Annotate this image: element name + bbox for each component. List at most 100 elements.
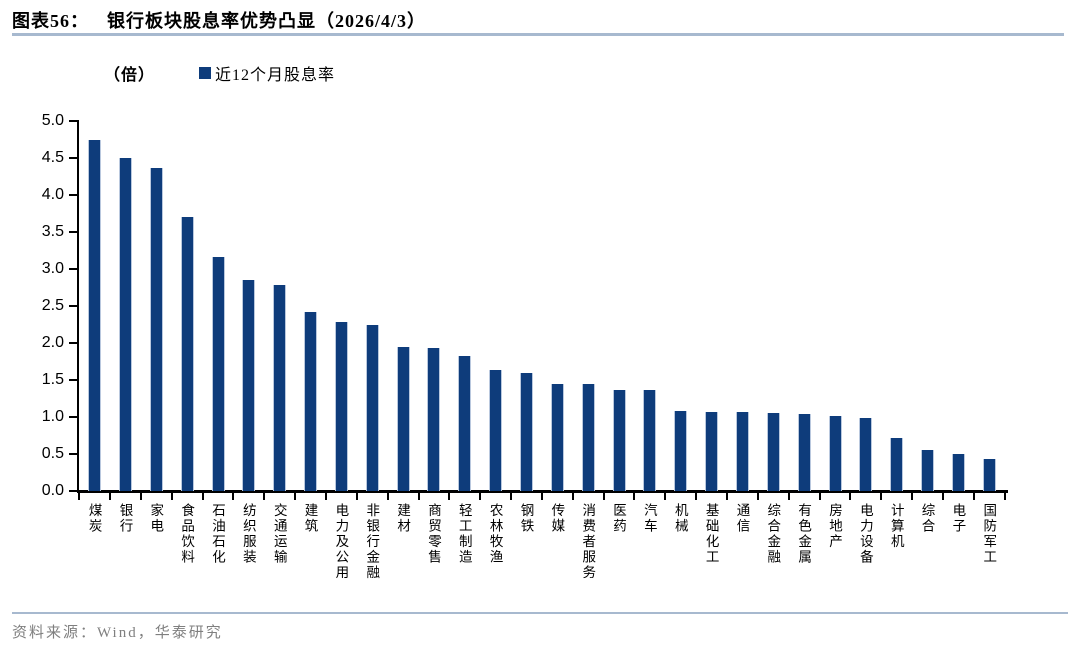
title-divider [12, 33, 1064, 36]
x-axis-tick [756, 493, 759, 500]
bar [797, 414, 811, 491]
y-axis-tick-label: 0.0 [41, 482, 64, 499]
x-axis-category-label: 消费者服务 [580, 503, 596, 581]
x-axis-category-label: 建材 [395, 503, 411, 534]
bar [118, 158, 132, 491]
x-axis-tick [880, 493, 883, 500]
x-axis-tick [787, 493, 790, 500]
bar [180, 217, 194, 491]
legend: 近12个月股息率 [199, 61, 335, 85]
y-axis-tick-label: 1.0 [41, 408, 64, 425]
x-axis-category-label: 计算机 [888, 503, 904, 550]
bar [149, 167, 163, 491]
x-axis-category-label: 房地产 [827, 503, 842, 550]
bar [365, 324, 379, 491]
x-axis-category-label: 石油石化 [210, 503, 225, 565]
x-axis-tick [1003, 493, 1006, 500]
bar [581, 384, 595, 491]
x-axis-tick [263, 493, 266, 500]
y-axis-tick [69, 268, 77, 270]
x-axis-tick [139, 493, 142, 500]
x-axis-tick [633, 493, 636, 500]
page-title: 图表56： 银行板块股息率优势凸显（2026/4/3） [12, 7, 426, 33]
footer-divider [12, 612, 1068, 614]
bar [396, 346, 410, 491]
bar [242, 280, 256, 491]
x-axis-category-label: 传媒 [549, 503, 565, 534]
x-axis-tick [78, 493, 81, 500]
y-axis-tick [69, 490, 77, 492]
bar [921, 449, 935, 491]
x-axis-tick [355, 493, 358, 500]
x-axis-category-label: 食品饮料 [179, 503, 195, 565]
bar [982, 459, 996, 491]
bar [520, 372, 533, 491]
bar [890, 437, 904, 491]
bar [705, 411, 719, 491]
x-axis-tick [726, 493, 729, 500]
x-axis-category-label: 煤炭 [86, 503, 102, 534]
x-axis-category-label: 农林牧渔 [487, 503, 503, 565]
x-axis-category-label: 电力设备 [857, 503, 873, 565]
x-axis-tick [417, 493, 420, 500]
bar [828, 415, 842, 491]
bar [304, 311, 318, 491]
bar [951, 454, 965, 491]
x-axis-category-label: 电子 [950, 503, 966, 534]
x-axis-tick [479, 493, 482, 500]
bar [458, 356, 472, 491]
x-axis-category-label: 非银行金融 [364, 503, 380, 581]
x-axis-tick [201, 493, 204, 500]
y-axis-tick-label: 2.5 [41, 297, 64, 314]
x-axis-category-label: 机械 [672, 503, 688, 534]
bar [273, 284, 287, 491]
y-axis-tick [69, 194, 77, 196]
y-axis-tick-label: 3.5 [41, 223, 64, 240]
y-axis-unit-label: （倍） [104, 67, 156, 84]
x-axis-category-label: 银行 [117, 503, 133, 534]
chart-title: 银行板块股息率优势凸显（2026/4/3） [107, 11, 427, 31]
x-axis-category-label: 医药 [611, 503, 627, 534]
bar [643, 389, 657, 491]
legend-label: 近12个月股息率 [215, 67, 336, 84]
bar [427, 348, 441, 491]
y-axis-tick-label: 4.5 [41, 149, 64, 166]
y-axis-tick [69, 379, 77, 381]
y-axis-tick [69, 305, 77, 307]
x-axis-category-label: 轻工制造 [456, 503, 472, 565]
bar [489, 370, 503, 491]
x-axis-category-label: 综合金融 [765, 503, 781, 565]
y-axis-tick-label: 1.5 [41, 371, 64, 388]
legend-swatch-icon [199, 67, 211, 79]
x-axis-tick [571, 493, 574, 500]
y-axis-line [77, 120, 79, 492]
bar [211, 257, 225, 491]
y-axis-tick-label: 3.0 [41, 260, 64, 277]
bar [735, 411, 749, 491]
x-axis-category-label: 电力及公用 [333, 503, 349, 581]
x-axis-tick [324, 493, 327, 500]
y-axis-tick [69, 342, 77, 344]
source-note: 资料来源：Wind，华泰研究 [12, 625, 223, 641]
x-axis-tick [170, 493, 173, 500]
bar [612, 389, 626, 491]
y-axis-tick-label: 4.0 [41, 186, 64, 203]
bar [550, 383, 564, 491]
x-axis-category-label: 纺织服装 [240, 503, 256, 565]
x-axis-line [77, 490, 1008, 493]
x-axis-category-label: 有色金属 [796, 503, 812, 565]
y-axis-tick [69, 416, 77, 418]
bar [88, 140, 102, 491]
x-axis-category-label: 基础化工 [703, 503, 719, 565]
x-axis-tick [109, 493, 112, 500]
x-axis-tick [818, 493, 821, 500]
x-axis-category-label: 汽车 [641, 503, 657, 534]
x-axis-tick [972, 493, 975, 500]
x-axis-tick [232, 493, 235, 500]
bar [674, 411, 688, 491]
x-axis-category-label: 商贸零售 [425, 503, 441, 565]
x-axis-category-label: 通信 [734, 503, 750, 534]
x-axis-tick [911, 493, 914, 500]
